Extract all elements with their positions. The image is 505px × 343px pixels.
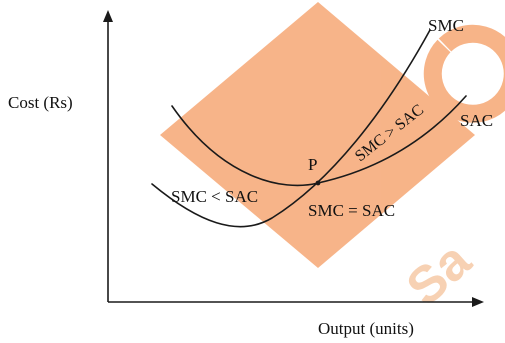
point-p-label: P — [308, 155, 317, 174]
sac-curve-label: SAC — [460, 111, 493, 130]
y-axis-arrow-icon — [103, 10, 113, 22]
watermark-ring-shape — [423, 24, 505, 123]
point-p-marker — [315, 180, 321, 186]
smc-curve-label: SMC — [428, 16, 464, 35]
x-axis-arrow-icon — [472, 297, 484, 307]
smc-lt-sac-label: SMC < SAC — [171, 187, 258, 206]
watermark-text: Sa — [396, 231, 483, 317]
smc-curve — [151, 29, 431, 228]
watermark: Sa — [160, 2, 505, 317]
axes — [103, 10, 484, 307]
x-axis-label: Output (units) — [318, 319, 414, 338]
smc-eq-sac-label: SMC = SAC — [308, 201, 395, 220]
watermark-diamond-shape — [160, 2, 475, 268]
y-axis-label: Cost (Rs) — [8, 93, 73, 112]
curves — [151, 29, 467, 228]
